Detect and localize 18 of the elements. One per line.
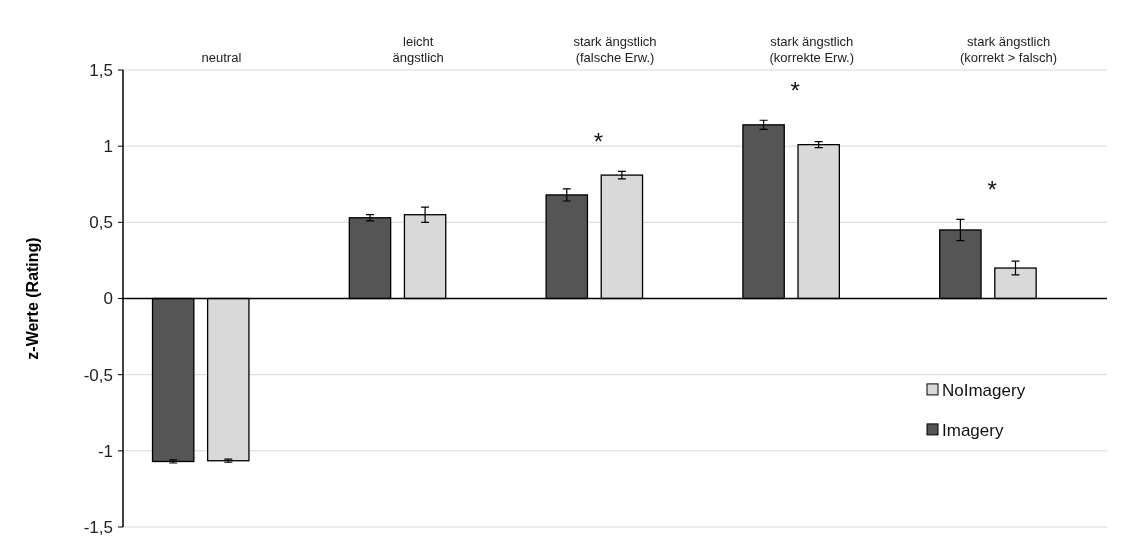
y-axis-title: z-Werte (Rating) (24, 237, 41, 360)
y-tick-label: -0,5 (83, 365, 113, 385)
annotation: * (593, 128, 604, 156)
y-tick-label: 0,5 (89, 213, 113, 233)
legend-label: NoImagery (942, 380, 1026, 400)
y-tick-label: -1 (97, 441, 113, 461)
annotation: * (987, 176, 997, 204)
y-tick-label: 1 (103, 137, 113, 157)
y-tick-label: 1,5 (89, 60, 113, 80)
x-tick-label: stark ängstlich (falsche Erw.) (573, 34, 657, 65)
x-tick-label: leicht ängstlich (392, 34, 444, 65)
y-tick-label: 0 (103, 289, 113, 309)
y-tick-label: -1,5 (83, 517, 113, 537)
legend-label: Imagery (942, 420, 1004, 440)
x-tick-label: stark ängstlich (korrekte Erw.) (769, 34, 855, 65)
x-tick-label: neutral (201, 50, 242, 65)
annotation: * (790, 77, 800, 105)
x-tick-label: stark ängstlich (korrekt > falsch) (960, 34, 1058, 65)
